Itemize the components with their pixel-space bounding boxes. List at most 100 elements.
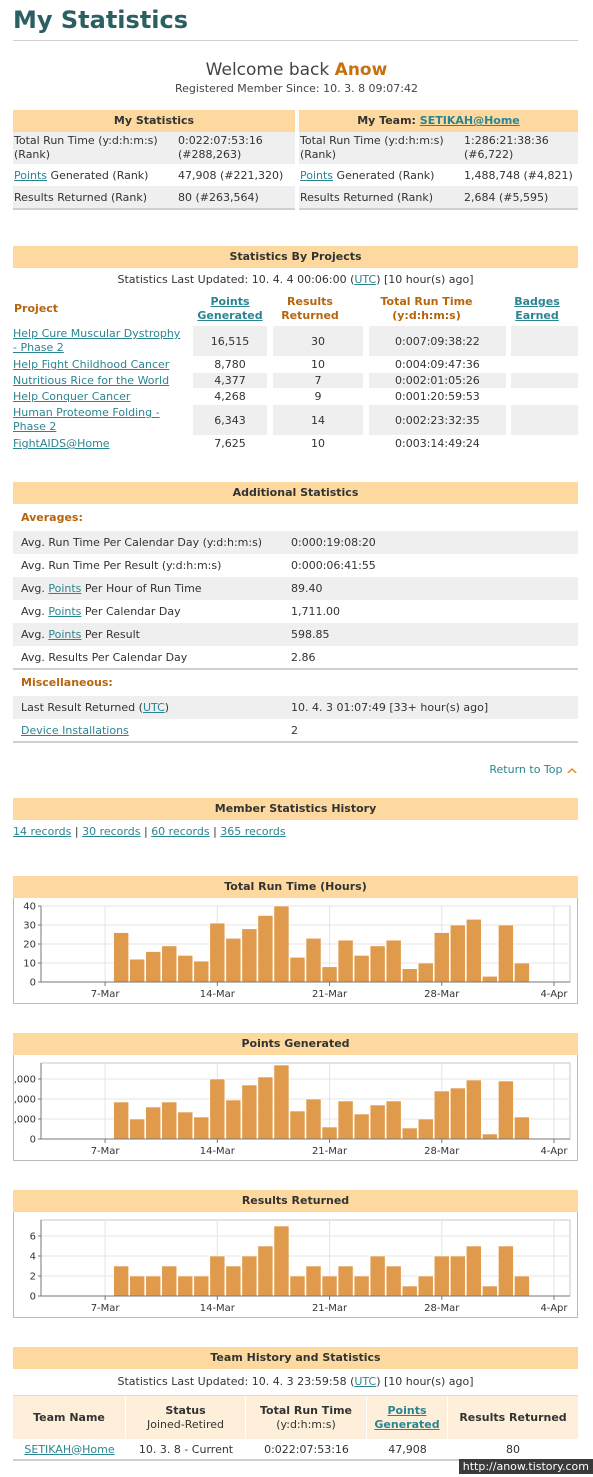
chart-bar	[417, 962, 434, 983]
chart-bar	[129, 1118, 145, 1140]
team-points-link[interactable]: Points	[300, 168, 334, 182]
project-link-cont[interactable]: - Phase 2	[13, 341, 64, 354]
last-result-text: Last Result Returned (	[21, 701, 143, 714]
avg-label: Avg. Run Time Per Calendar Day (y:d:h:m:…	[21, 536, 291, 549]
list-item: Avg. Points Per Calendar Day 1,711.00	[13, 600, 578, 623]
project-link[interactable]: Help Fight Childhood Cancer	[13, 358, 170, 371]
project-link[interactable]: Human Proteome Folding -	[13, 406, 160, 419]
col-team-points-l2[interactable]: Generated	[374, 1417, 440, 1431]
col-badges-l2[interactable]: Earned	[515, 309, 559, 322]
points-link[interactable]: Points	[48, 605, 82, 618]
team-table-header: Team Name Status Joined-Retired Total Ru…	[13, 1395, 578, 1439]
records-365-link[interactable]: 365 records	[220, 825, 286, 838]
records-30-link[interactable]: 30 records	[82, 825, 141, 838]
device-installations-link[interactable]: Device Installations	[21, 723, 129, 737]
y-tick-label: 2	[30, 1272, 36, 1283]
project-results: 30	[273, 326, 363, 356]
y-tick-label: 30	[23, 921, 36, 932]
col-results: Results Returned	[273, 295, 347, 323]
project-badges	[511, 405, 578, 435]
x-tick-label: 7-Mar	[91, 1146, 121, 1157]
avg-label-text: Avg. Run Time Per Calendar Day (y:d:h:m:…	[21, 536, 263, 549]
chart-bar	[466, 1079, 482, 1140]
y-tick-label: 40	[23, 902, 36, 913]
project-name[interactable]: Human Proteome Folding - Phase 2	[13, 405, 193, 435]
return-to-top[interactable]: Return to Top	[489, 763, 578, 776]
chart-bar	[305, 1265, 322, 1297]
device-value: 2	[291, 723, 298, 737]
team-link[interactable]: SETIKAH@Home	[419, 114, 520, 127]
utc-link[interactable]: UTC	[354, 1375, 377, 1388]
return-to-top-label[interactable]: Return to Top	[489, 763, 563, 776]
chart-bar	[353, 955, 370, 983]
chart-bar	[129, 1275, 145, 1297]
project-link[interactable]: Help Cure Muscular Dystrophy	[13, 327, 181, 340]
points-chart-svg: 0 1,000 2,000 3,000 7-Mar 14-Mar 21-Mar 28-Mar 4…	[14, 1062, 571, 1157]
avg-label-text: Per Hour of Run Time	[81, 582, 202, 595]
utc-link[interactable]: UTC	[354, 273, 377, 286]
x-tick-label: 4-Apr	[540, 989, 568, 1000]
col-project: Project	[14, 302, 59, 315]
records-60-link[interactable]: 60 records	[151, 825, 210, 838]
project-link[interactable]: FightAIDS@Home	[13, 437, 110, 450]
y-tick-label: 3,000	[14, 1075, 36, 1086]
avg-value: 0:000:06:41:55	[291, 559, 376, 572]
x-tick-label: 4-Apr	[540, 1303, 568, 1314]
col-points[interactable]: Points Generated	[193, 295, 267, 323]
project-link[interactable]: Nutritious Rice for the World	[13, 374, 170, 387]
col-points-l1[interactable]: Points	[210, 295, 250, 308]
project-name[interactable]: Help Conquer Cancer	[13, 389, 193, 404]
col-badges[interactable]: Badges Earned	[501, 295, 573, 323]
project-name[interactable]: Help Cure Muscular Dystrophy - Phase 2	[13, 326, 193, 356]
x-tick-label: 21-Mar	[312, 989, 348, 1000]
project-name[interactable]: Nutritious Rice for the World	[13, 373, 193, 388]
projects-updated-prefix: Statistics Last Updated: 10. 4. 4 00:06:…	[117, 273, 355, 286]
chart-bar	[177, 955, 194, 983]
y-tick-label: 10	[23, 959, 36, 970]
last-result-label: Last Result Returned (UTC)	[21, 701, 291, 714]
project-runtime: 0:002:23:32:35	[369, 405, 506, 435]
utc-link[interactable]: UTC	[142, 701, 165, 714]
project-runtime: 0:007:09:38:22	[369, 326, 506, 356]
chart-bar	[337, 939, 354, 983]
points-link[interactable]: Points	[48, 582, 82, 595]
project-results: 14	[273, 405, 363, 435]
team-name-cell[interactable]: SETIKAH@Home	[13, 1443, 126, 1456]
col-status: Status Joined-Retired	[126, 1396, 246, 1439]
table-row: Help Conquer Cancer 4,268 9 0:001:20:59:…	[13, 389, 578, 404]
x-tick-label: 28-Mar	[424, 1303, 460, 1314]
chart-bar	[209, 1078, 226, 1140]
chart-bar	[498, 924, 514, 983]
points-link[interactable]: Points	[48, 628, 82, 641]
team-name-link[interactable]: SETIKAH@Home	[24, 1442, 115, 1456]
col-team-points-l1[interactable]: Points	[387, 1403, 427, 1417]
chart-bar	[401, 1285, 418, 1297]
x-tick-label: 7-Mar	[91, 989, 121, 1000]
records-14-link[interactable]: 14 records	[13, 825, 72, 838]
project-link[interactable]: Help Conquer Cancer	[13, 390, 131, 403]
col-team: Team Name	[13, 1396, 126, 1439]
col-badges-l1[interactable]: Badges	[514, 295, 560, 308]
project-name[interactable]: Help Fight Childhood Cancer	[13, 357, 193, 372]
links-separator: |	[74, 825, 79, 838]
points-link[interactable]: Points	[14, 168, 48, 182]
team-points-label: Points Generated (Rank)	[299, 169, 464, 182]
chevron-up-icon	[567, 768, 577, 773]
col-status-l1: Status	[165, 1403, 206, 1417]
points-chart-area: 0 1,000 2,000 3,000 7-Mar 14-Mar 21-Mar 28-Mar 4…	[13, 1055, 578, 1161]
projects-table: Help Cure Muscular Dystrophy - Phase 2 1…	[13, 326, 578, 452]
x-tick-label: 14-Mar	[200, 1146, 236, 1157]
history-header: Member Statistics History	[13, 798, 578, 820]
runtime-chart-area: 0 10 20 30 40 7-Mar 14-Mar 21-Mar 28-Mar 4-Apr	[13, 898, 578, 1004]
team-runtime-label: Total Run Time (y:d:h:m:s) (Rank)	[300, 134, 444, 161]
project-points: 6,343	[193, 405, 267, 435]
project-link-cont[interactable]: Phase 2	[13, 420, 57, 433]
col-points-l2[interactable]: Generated	[197, 309, 263, 322]
chart-bar	[305, 937, 322, 983]
chart-title: Results Returned	[13, 1190, 578, 1212]
list-item: Last Result Returned (UTC) 10. 4. 3 01:0…	[13, 696, 578, 719]
table-row: SETIKAH@Home 10. 3. 8 - Current 0:022:07…	[13, 1439, 578, 1461]
project-name[interactable]: FightAIDS@Home	[13, 436, 193, 451]
chart-bar	[161, 1265, 178, 1297]
col-team-points[interactable]: Points Generated	[367, 1396, 448, 1439]
